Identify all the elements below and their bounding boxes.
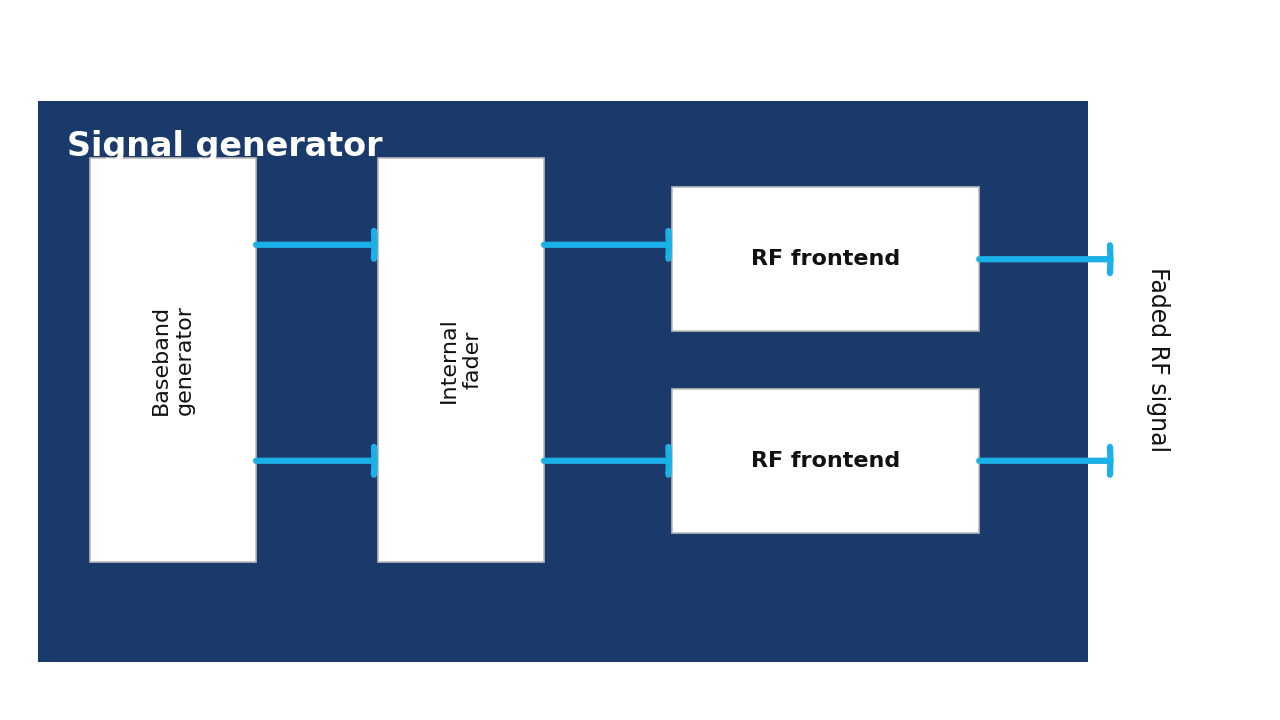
FancyBboxPatch shape [38, 101, 1088, 662]
Text: RF frontend: RF frontend [751, 249, 900, 269]
FancyBboxPatch shape [672, 187, 979, 331]
Text: Baseband
generator: Baseband generator [151, 305, 195, 415]
Text: Faded RF signal: Faded RF signal [1147, 267, 1170, 453]
FancyBboxPatch shape [378, 158, 544, 562]
Text: Signal generator: Signal generator [67, 130, 381, 163]
Text: Internal
fader: Internal fader [439, 317, 483, 403]
FancyBboxPatch shape [672, 389, 979, 533]
Text: RF frontend: RF frontend [751, 451, 900, 471]
FancyBboxPatch shape [90, 158, 256, 562]
